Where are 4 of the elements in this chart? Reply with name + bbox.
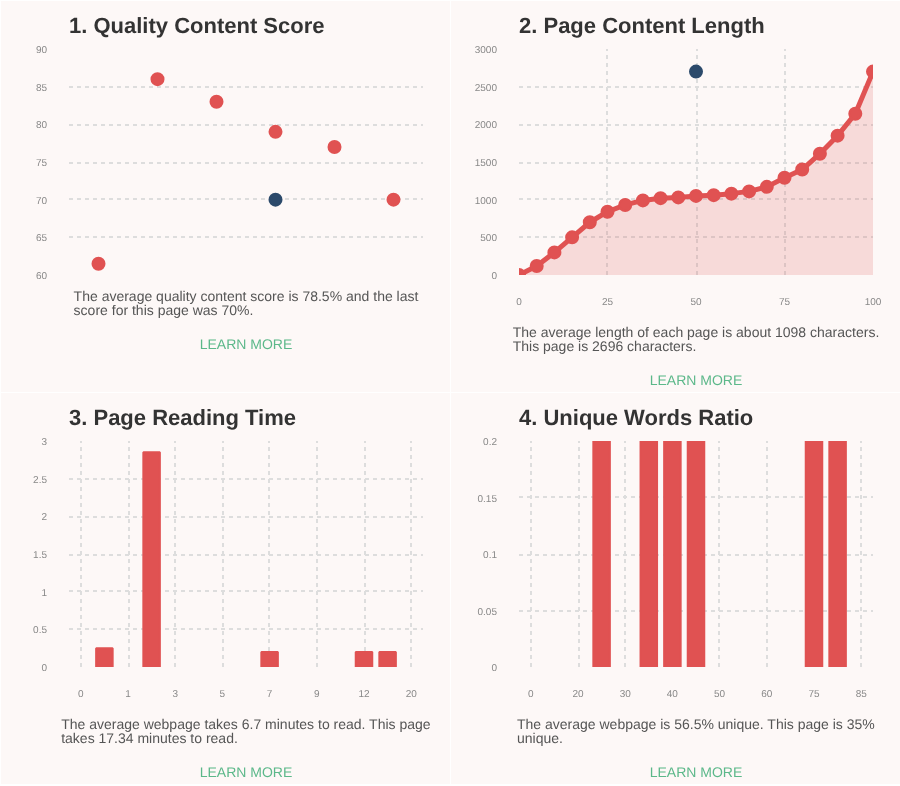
chart-title: 1. Quality Content Score [69, 15, 325, 39]
chart-title: 4. Unique Words Ratio [519, 407, 754, 431]
chart-title: 2. Page Content Length [519, 15, 766, 39]
chart-title: 3. Page Reading Time [69, 407, 297, 431]
